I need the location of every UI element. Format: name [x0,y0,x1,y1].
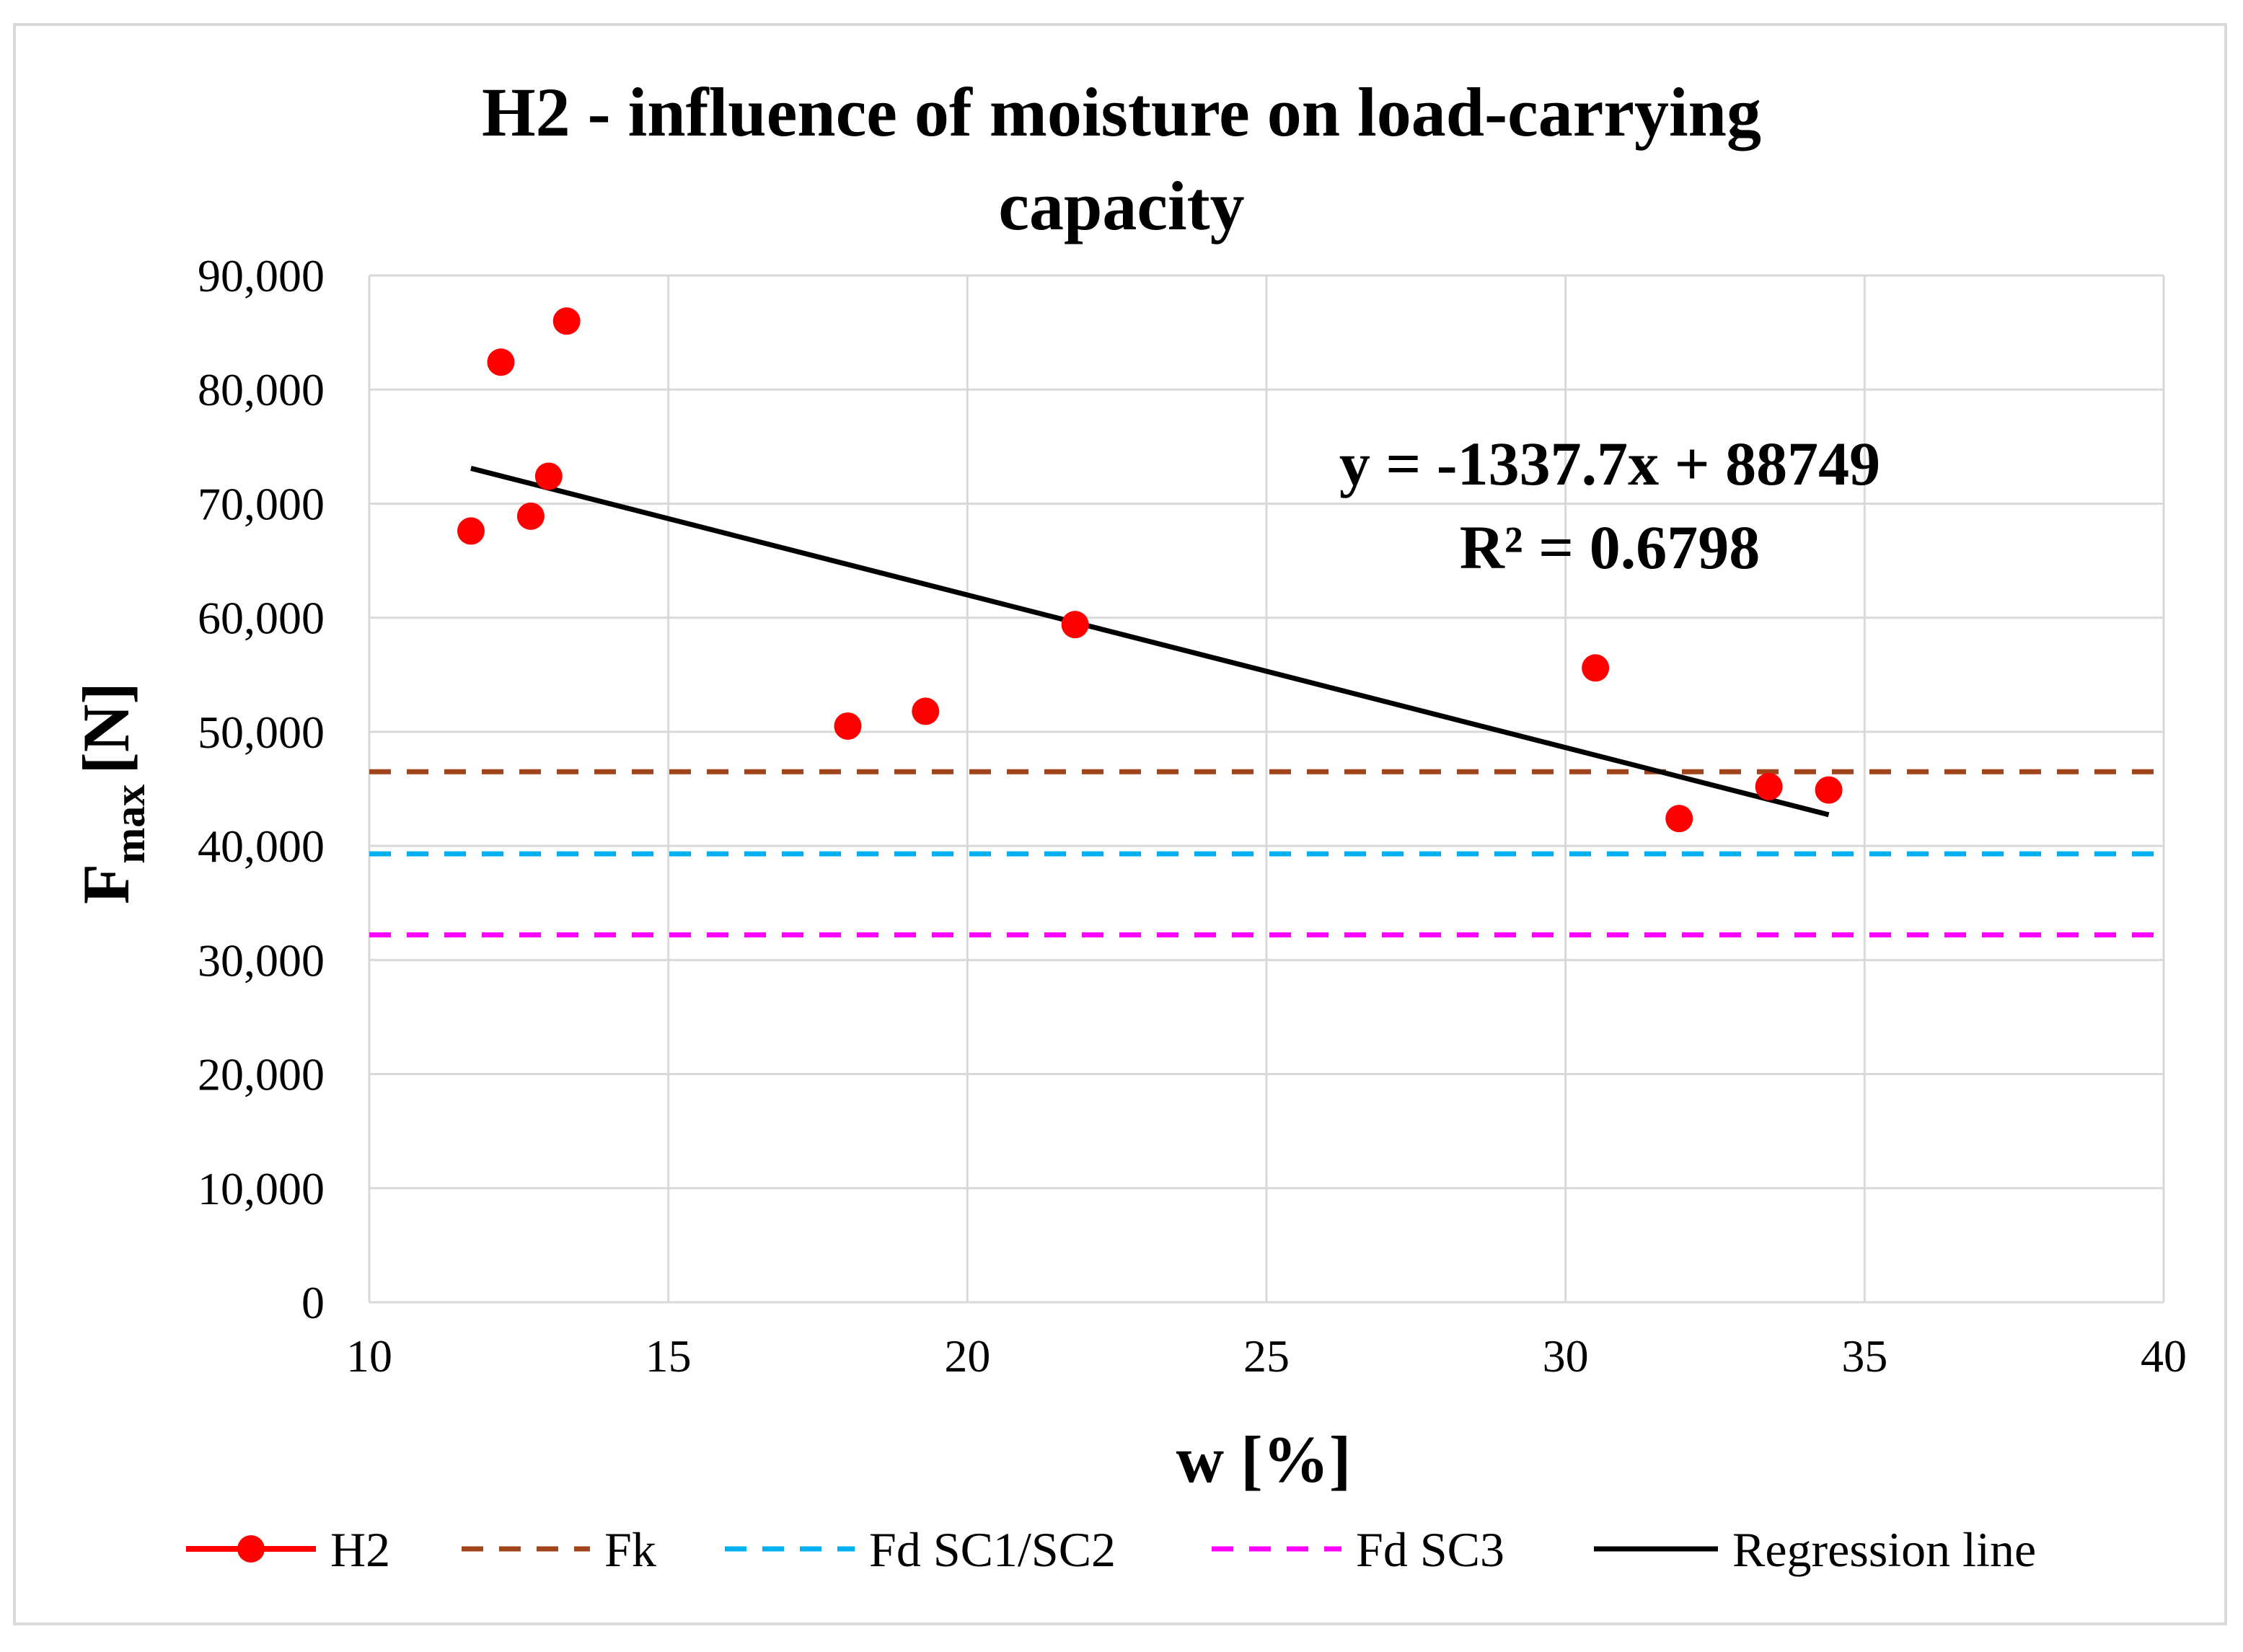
y-tick-label: 70,000 [198,478,325,529]
y-tick-label: 40,000 [198,821,325,872]
y-tick-label: 30,000 [198,935,325,986]
data-point [516,502,545,530]
x-axis-ticks: 10 15 20 25 30 35 40 [346,1330,2187,1382]
data-point [834,712,862,740]
y-axis-ticks: 0 10,000 20,000 30,000 40,000 50,000 60,000 70,… [198,250,325,1328]
y-axis-title-main: F [69,864,143,904]
y-tick-label: 50,000 [198,707,325,758]
data-point [912,697,940,725]
regression-equation: y = -1337.7x + 88749 [1339,429,1880,498]
x-tick-label: 40 [2141,1330,2187,1382]
data-points [457,307,1843,833]
y-tick-label: 10,000 [198,1163,325,1214]
y-tick-label: 90,000 [198,250,325,301]
data-point [534,462,563,490]
legend-label-h2: H2 [330,1522,390,1577]
y-axis-title-unit: [N] [69,682,143,774]
legend-label-fd-sc1-sc2: Fd SC1/SC2 [869,1522,1116,1577]
data-point [1755,772,1783,800]
data-point [1061,611,1089,639]
x-tick-label: 25 [1243,1330,1290,1382]
grid [368,274,2165,1304]
x-tick-label: 20 [944,1330,990,1382]
y-tick-label: 0 [301,1277,325,1328]
data-point [1665,805,1693,833]
x-tick-label: 10 [346,1330,392,1382]
data-point [457,517,485,545]
x-tick-label: 30 [1543,1330,1589,1382]
chart-title-line-1: H2 - influence of moisture on load-carry… [482,74,1761,151]
legend: H2 Fk Fd SC1/SC2 Fd SC3 Regression line [186,1522,2036,1577]
x-axis-title: w [%] [1176,1423,1352,1496]
legend-marker-h2 [237,1535,265,1563]
legend-label-regression-line: Regression line [1732,1522,2036,1577]
legend-label-fd-sc3: Fd SC3 [1356,1522,1504,1577]
legend-label-fk: Fk [604,1522,656,1577]
svg-text:Fmax[N]: Fmax [N] [69,682,154,904]
chart-title-line-2: capacity [998,167,1244,244]
data-point [1582,654,1610,682]
y-tick-label: 60,000 [198,593,325,644]
chart-frame [13,23,2227,1625]
x-tick-label: 35 [1841,1330,1887,1382]
regression-group [470,466,1830,818]
data-point [487,348,515,376]
x-tick-label: 15 [645,1330,692,1382]
regression-line [470,466,1830,818]
data-point [552,307,581,335]
data-point [1815,776,1843,804]
y-axis-title: Fmax [N] [69,682,154,904]
y-tick-label: 80,000 [198,364,325,415]
r-squared-label: R² = 0.6798 [1460,513,1760,582]
y-tick-label: 20,000 [198,1049,325,1100]
y-axis-title-sub: max [106,785,154,864]
